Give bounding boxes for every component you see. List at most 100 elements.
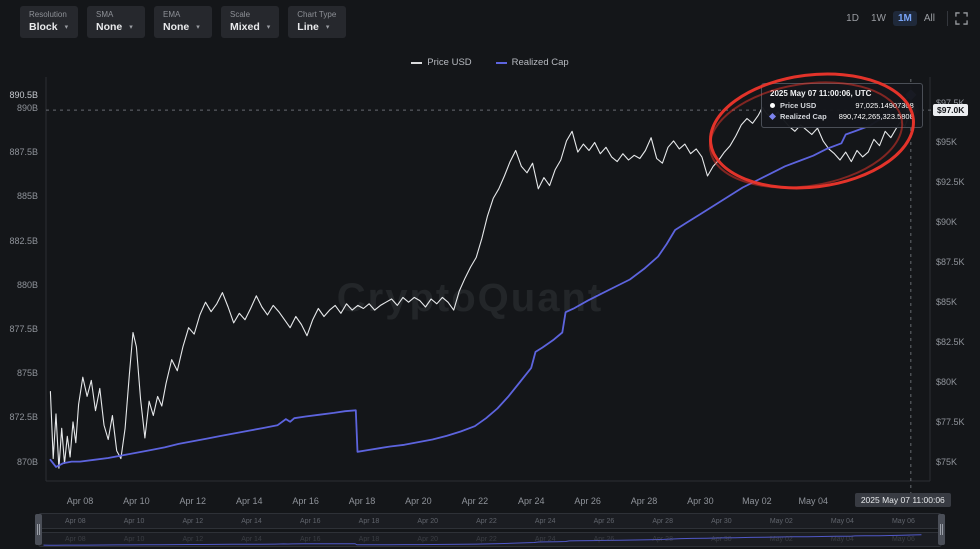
- navigator-date: Apr 08: [65, 517, 86, 525]
- navigator-dates-strip[interactable]: Apr 08 Apr 10 Apr 12 Apr 14 Apr 16 Apr 18 Apr …: [38, 513, 942, 529]
- dot-marker-icon: [770, 103, 775, 108]
- toolbar-control-sma[interactable]: SMA None ▾: [87, 6, 145, 38]
- control-label: EMA: [163, 10, 181, 19]
- navigator-date: May 04: [830, 536, 854, 543]
- left-axis-tick: 872.5B: [9, 412, 38, 423]
- chevron-down-icon: ▾: [64, 24, 69, 31]
- left-axis-tick: 877.5B: [9, 323, 38, 334]
- range-button-1m[interactable]: 1M: [892, 11, 917, 26]
- left-axis-tick: 887.5B: [9, 147, 38, 158]
- legend-item-realized-cap[interactable]: Realized Cap: [495, 57, 569, 68]
- navigator-date: Apr 20: [417, 517, 439, 525]
- left-axis-tick: 890B: [16, 102, 38, 113]
- control-value: None: [163, 21, 190, 33]
- navigator-date: Apr 12: [182, 536, 204, 543]
- chevron-down-icon: ▾: [196, 24, 200, 31]
- right-axis-tick: $85K: [936, 297, 958, 308]
- navigator-date: Apr 16: [299, 536, 321, 543]
- tooltip-series-value: 97,025.14907308: [855, 101, 914, 110]
- navigator-left-handle[interactable]: [35, 514, 42, 545]
- navigator-date: Apr 24: [534, 536, 556, 543]
- navigator-minichart-strip[interactable]: Apr 08 Apr 10 Apr 12 Apr 14 Apr 16 Apr 18 Apr …: [38, 532, 942, 547]
- control-value: Mixed: [230, 21, 260, 33]
- crosshair-date-label: 2025 May 07 11:00:06: [854, 493, 951, 507]
- x-axis-tick: Apr 08: [66, 496, 94, 506]
- series-line-realized-cap: [49, 94, 912, 468]
- navigator-date: Apr 26: [593, 536, 615, 543]
- navigator-date: Apr 22: [476, 517, 497, 525]
- navigator-date: Apr 12: [182, 517, 204, 525]
- current-price-axis-label: $97.0K: [933, 104, 969, 117]
- control-label: Resolution: [29, 10, 67, 19]
- navigator-dates-secondary: Apr 08 Apr 10 Apr 12 Apr 14 Apr 16 Apr 18 Apr …: [39, 533, 941, 546]
- right-axis: $97.5K $95K $92.5K $90K $87.5K $85K $82.5K $80K…: [934, 0, 980, 520]
- toolbar-control-chart-type[interactable]: Chart Type Line ▾: [288, 6, 347, 38]
- navigator-date: Apr 16: [299, 517, 321, 525]
- diamond-marker-icon: [768, 112, 777, 121]
- x-axis-tick: Apr 22: [461, 496, 489, 506]
- chevron-down-icon: ▾: [129, 24, 133, 31]
- navigator-date: May 06: [891, 517, 915, 525]
- legend-marker-icon: [411, 61, 423, 64]
- right-axis-tick: $87.5K: [936, 257, 965, 268]
- fullscreen-icon[interactable]: [955, 12, 968, 25]
- control-value: Line: [297, 21, 319, 33]
- right-axis-tick: $80K: [936, 377, 958, 387]
- tooltip-rows: Price USD 97,025.14907308 Realized Cap 890,…: [768, 101, 914, 121]
- x-axis-tick: Apr 14: [235, 496, 263, 506]
- navigator-mini-line: [43, 534, 922, 546]
- toolbar: Resolution Block ▾ SMA None ▾ EMA None ▾ Scale Mix…: [20, 6, 347, 38]
- right-axis-tick: $90K: [936, 217, 958, 228]
- toolbar-control-ema[interactable]: EMA None ▾: [154, 6, 212, 38]
- navigator-date: May 06: [891, 536, 915, 543]
- legend-marker-icon: [495, 61, 507, 64]
- navigator-date: Apr 28: [652, 517, 673, 525]
- toolbar-control-resolution[interactable]: Resolution Block ▾: [20, 6, 78, 38]
- x-axis-tick: Apr 24: [517, 496, 545, 506]
- chevron-down-icon: ▾: [266, 24, 271, 31]
- chart-legend: Price USD Realized Cap: [0, 57, 980, 68]
- left-axis-tick: 882.5B: [9, 235, 38, 246]
- x-axis-tick: May 02: [742, 496, 772, 506]
- right-axis-tick: $77.5K: [936, 416, 965, 427]
- navigator-date: May 04: [830, 517, 854, 525]
- navigator-date: May 02: [769, 536, 793, 543]
- navigator-date: Apr 10: [123, 517, 145, 525]
- navigator-date: Apr 14: [241, 517, 262, 525]
- control-label: SMA: [96, 10, 114, 19]
- x-axis-tick: Apr 12: [179, 496, 207, 506]
- right-axis-tick: $97.5K: [936, 97, 965, 108]
- right-axis-tick: $92.5K: [936, 177, 965, 188]
- navigator-date: Apr 10: [123, 536, 145, 543]
- range-button-all[interactable]: All: [919, 11, 940, 26]
- tooltip-series-value: 890,742,265,323.5808: [838, 112, 914, 121]
- tooltip-row-price-usd: Price USD 97,025.14907308: [770, 101, 914, 110]
- x-axis-tick: Apr 30: [687, 496, 714, 506]
- left-axis-tick: 880B: [16, 279, 38, 290]
- range-buttons: 1D 1W 1M All: [841, 11, 940, 26]
- left-axis-tick: 875B: [16, 368, 38, 379]
- legend-label: Price USD: [427, 57, 472, 68]
- x-axis-tick: Apr 28: [630, 496, 658, 506]
- navigator-date: Apr 14: [241, 536, 262, 543]
- navigator-right-handle[interactable]: [938, 514, 945, 545]
- range-button-1w[interactable]: 1W: [866, 11, 891, 26]
- legend-label: Realized Cap: [511, 57, 569, 68]
- range-button-1d[interactable]: 1D: [841, 11, 864, 26]
- control-value: Block: [29, 21, 58, 33]
- navigator-date: May 02: [769, 517, 793, 525]
- control-label: Scale: [230, 10, 251, 19]
- legend-item-price-usd[interactable]: Price USD: [411, 57, 472, 68]
- tooltip-title: 2025 May 07 11:00:06, UTC: [770, 89, 872, 98]
- navigator-date: Apr 28: [652, 536, 673, 543]
- current-realized-cap-axis-label: 890.5B: [9, 89, 38, 100]
- navigator-date: Apr 20: [417, 536, 439, 543]
- navigator-date: Apr 22: [476, 536, 497, 543]
- tooltip-row-realized-cap: Realized Cap 890,742,265,323.5808: [768, 112, 914, 121]
- toolbar-control-scale[interactable]: Scale Mixed ▾: [221, 6, 280, 38]
- toolbar-divider: [947, 11, 948, 26]
- range-navigator[interactable]: Apr 08 Apr 10 Apr 12 Apr 14 Apr 16 Apr 18 Apr …: [35, 513, 945, 547]
- navigator-date: Apr 24: [534, 517, 556, 525]
- left-axis-tick: 870B: [16, 456, 38, 467]
